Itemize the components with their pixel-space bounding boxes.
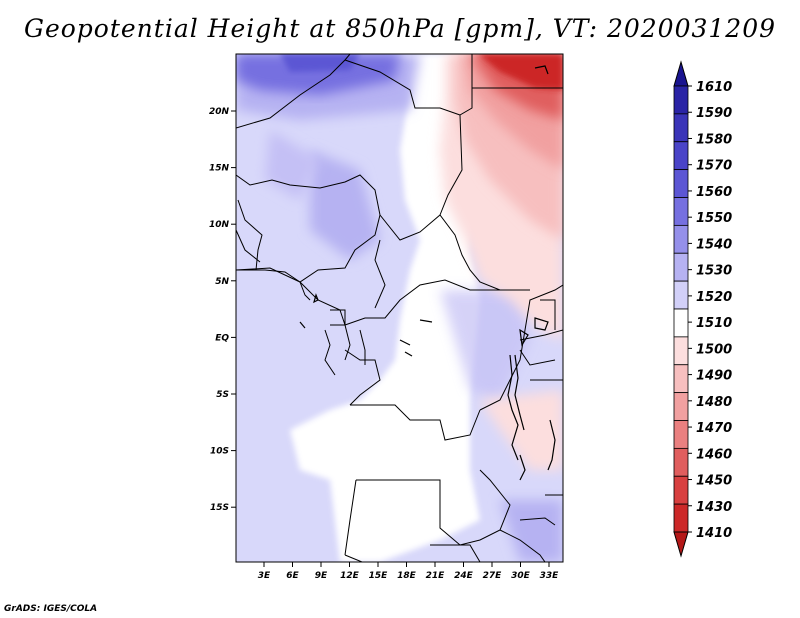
colorbar-segment bbox=[673, 336, 689, 366]
lon-tick-label: 12E bbox=[340, 571, 360, 581]
colorbar-label: 1490 bbox=[696, 369, 732, 384]
lat-tick-label: 10N bbox=[209, 220, 230, 230]
colorbar-label: 1540 bbox=[696, 237, 732, 252]
colorbar-label: 1530 bbox=[696, 264, 732, 279]
colorbar-label: 1460 bbox=[696, 447, 732, 462]
lon-tick-label: 9E bbox=[315, 571, 328, 581]
lat-tick-label: 20N bbox=[209, 107, 230, 117]
colorbar-label: 1450 bbox=[696, 474, 732, 489]
lon-tick-label: 27E bbox=[483, 571, 503, 581]
plot-frame bbox=[235, 53, 564, 563]
grads-credit: GrADS: IGES/COLA bbox=[4, 604, 98, 614]
colorbar-label: 1550 bbox=[696, 211, 732, 226]
lat-tick-label: 15N bbox=[209, 164, 230, 174]
map-title: Geopotential Height at 850hPa [gpm], VT:… bbox=[23, 14, 777, 43]
height-field bbox=[236, 54, 563, 562]
colorbar-segment bbox=[673, 252, 689, 282]
lat-tick-label: 10S bbox=[210, 447, 229, 457]
colorbar-top-arrow bbox=[673, 60, 689, 87]
colorbar-label: 1590 bbox=[696, 106, 732, 121]
colorbar-segment bbox=[673, 392, 689, 421]
colorbar-label: 1560 bbox=[696, 185, 732, 200]
country-borders bbox=[236, 54, 563, 562]
colorbar-label: 1470 bbox=[696, 421, 732, 436]
colorbar-bottom-arrow bbox=[673, 531, 689, 558]
lat-tick-label: 15S bbox=[210, 503, 229, 513]
colorbar-label: 1410 bbox=[696, 526, 732, 541]
colorbar-segment bbox=[673, 420, 689, 449]
lon-tick-label: 24E bbox=[454, 571, 474, 581]
colorbar-segment bbox=[673, 141, 689, 171]
colorbar-label: 1610 bbox=[696, 80, 732, 95]
lat-tick-label: 5N bbox=[215, 277, 229, 287]
colorbar-segment bbox=[673, 308, 689, 338]
colorbar-label: 1480 bbox=[696, 395, 732, 410]
colorbar-segment bbox=[673, 85, 689, 115]
lon-tick-label: 6E bbox=[286, 571, 299, 581]
lon-tick-label: 33E bbox=[540, 571, 560, 581]
lon-tick-label: 18E bbox=[397, 571, 417, 581]
lat-tick-label: 5S bbox=[216, 390, 229, 400]
colorbar-segment bbox=[673, 364, 689, 394]
colorbar-segment bbox=[673, 475, 689, 505]
lon-tick-label: 15E bbox=[369, 571, 389, 581]
lakes bbox=[299, 65, 556, 481]
colorbar-segment bbox=[673, 447, 689, 477]
colorbar-segment bbox=[673, 197, 689, 226]
colorbar-segment bbox=[673, 224, 689, 254]
colorbar-segment bbox=[673, 280, 689, 310]
lon-axis: 3E 6E 9E 12E 15E 18E 21E 24E 27E 30E 33E bbox=[258, 562, 559, 581]
colorbar-label: 1570 bbox=[696, 159, 732, 174]
colorbar-segment bbox=[673, 169, 689, 198]
colorbar: 1610 1590 1580 1570 1560 1550 1540 1530 1520 1510… bbox=[673, 60, 732, 558]
lat-tick-label: EQ bbox=[215, 333, 229, 343]
lon-tick-label: 30E bbox=[511, 571, 531, 581]
lat-axis: 20N 15N 10N 5N EQ 5S 10S 15S bbox=[209, 107, 236, 513]
colorbar-segment bbox=[673, 113, 689, 143]
colorbar-label: 1510 bbox=[696, 316, 732, 331]
colorbar-label: 1580 bbox=[696, 132, 732, 147]
colorbar-label: 1500 bbox=[696, 342, 732, 357]
colorbar-label: 1430 bbox=[696, 500, 732, 515]
lon-tick-label: 21E bbox=[426, 571, 446, 581]
lon-tick-label: 3E bbox=[258, 571, 271, 581]
colorbar-label: 1520 bbox=[696, 290, 732, 305]
colorbar-segment bbox=[673, 503, 689, 533]
